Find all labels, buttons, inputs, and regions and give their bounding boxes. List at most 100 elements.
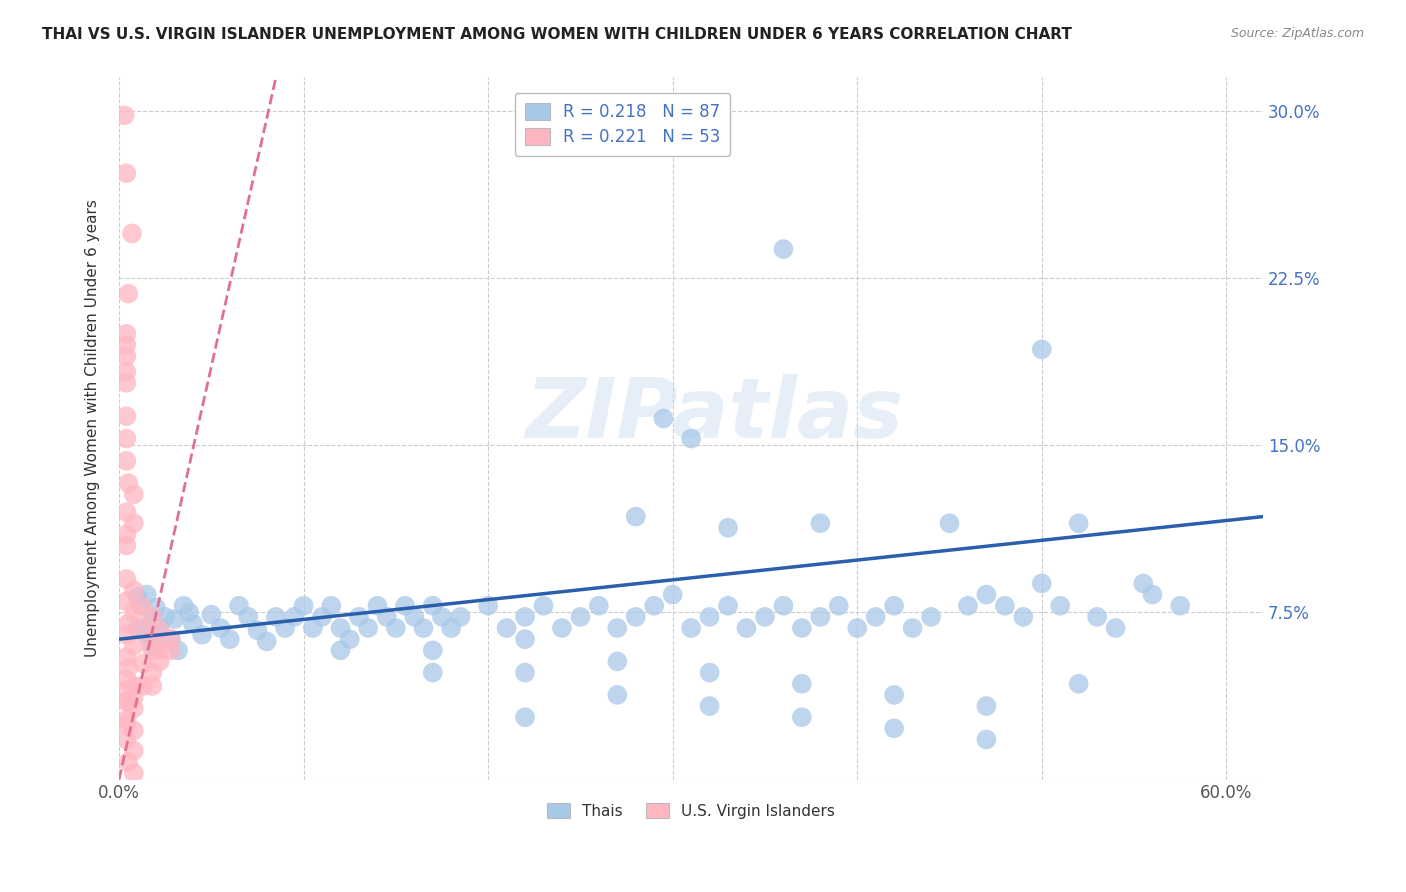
- Point: [956, 599, 979, 613]
- Point: [533, 599, 555, 613]
- Point: [865, 610, 887, 624]
- Point: [790, 710, 813, 724]
- Point: [283, 610, 305, 624]
- Point: [115, 683, 138, 698]
- Point: [652, 411, 675, 425]
- Point: [412, 621, 434, 635]
- Point: [141, 639, 163, 653]
- Point: [117, 286, 139, 301]
- Point: [808, 516, 831, 531]
- Point: [357, 621, 380, 635]
- Point: [115, 572, 138, 586]
- Point: [430, 610, 453, 624]
- Point: [159, 632, 181, 647]
- Point: [127, 621, 149, 635]
- Point: [122, 690, 145, 705]
- Point: [122, 723, 145, 738]
- Point: [292, 599, 315, 613]
- Point: [115, 539, 138, 553]
- Point: [828, 599, 851, 613]
- Point: [122, 516, 145, 531]
- Point: [141, 665, 163, 680]
- Point: [246, 624, 269, 638]
- Point: [938, 516, 960, 531]
- Point: [375, 610, 398, 624]
- Point: [1142, 588, 1164, 602]
- Point: [1067, 516, 1090, 531]
- Point: [121, 227, 143, 241]
- Point: [122, 639, 145, 653]
- Point: [264, 610, 287, 624]
- Point: [394, 599, 416, 613]
- Point: [122, 766, 145, 780]
- Point: [901, 621, 924, 635]
- Point: [115, 166, 138, 180]
- Point: [149, 643, 172, 657]
- Point: [274, 621, 297, 635]
- Point: [115, 432, 138, 446]
- Point: [477, 599, 499, 613]
- Point: [976, 732, 998, 747]
- Point: [883, 722, 905, 736]
- Point: [1031, 343, 1053, 357]
- Point: [920, 610, 942, 624]
- Point: [135, 628, 157, 642]
- Point: [117, 661, 139, 675]
- Point: [1085, 610, 1108, 624]
- Point: [883, 599, 905, 613]
- Point: [117, 755, 139, 769]
- Point: [115, 732, 138, 747]
- Point: [115, 326, 138, 341]
- Point: [790, 621, 813, 635]
- Point: [122, 679, 145, 693]
- Point: [127, 590, 149, 604]
- Point: [329, 643, 352, 657]
- Point: [163, 612, 186, 626]
- Point: [173, 599, 195, 613]
- Point: [513, 610, 536, 624]
- Point: [976, 588, 998, 602]
- Point: [311, 610, 333, 624]
- Text: THAI VS U.S. VIRGIN ISLANDER UNEMPLOYMENT AMONG WOMEN WITH CHILDREN UNDER 6 YEAR: THAI VS U.S. VIRGIN ISLANDER UNEMPLOYMEN…: [42, 27, 1071, 42]
- Point: [129, 599, 152, 613]
- Point: [624, 509, 647, 524]
- Point: [256, 634, 278, 648]
- Point: [159, 643, 181, 657]
- Point: [606, 688, 628, 702]
- Point: [994, 599, 1017, 613]
- Point: [122, 487, 145, 501]
- Point: [149, 621, 172, 635]
- Point: [513, 665, 536, 680]
- Point: [339, 632, 361, 647]
- Point: [846, 621, 869, 635]
- Legend: Thais, U.S. Virgin Islanders: Thais, U.S. Virgin Islanders: [541, 797, 841, 824]
- Point: [115, 650, 138, 665]
- Point: [440, 621, 463, 635]
- Point: [141, 610, 163, 624]
- Point: [115, 594, 138, 608]
- Point: [115, 713, 138, 727]
- Point: [754, 610, 776, 624]
- Point: [114, 108, 136, 122]
- Point: [717, 599, 740, 613]
- Point: [115, 527, 138, 541]
- Point: [117, 616, 139, 631]
- Point: [699, 610, 721, 624]
- Point: [366, 599, 388, 613]
- Point: [735, 621, 758, 635]
- Point: [551, 621, 574, 635]
- Point: [681, 621, 703, 635]
- Point: [115, 628, 138, 642]
- Point: [115, 409, 138, 424]
- Point: [141, 643, 163, 657]
- Point: [200, 607, 222, 622]
- Point: [301, 621, 323, 635]
- Point: [588, 599, 610, 613]
- Point: [772, 599, 794, 613]
- Point: [513, 710, 536, 724]
- Point: [1168, 599, 1191, 613]
- Text: ZIPatlas: ZIPatlas: [524, 374, 903, 455]
- Point: [115, 349, 138, 363]
- Point: [404, 610, 426, 624]
- Point: [808, 610, 831, 624]
